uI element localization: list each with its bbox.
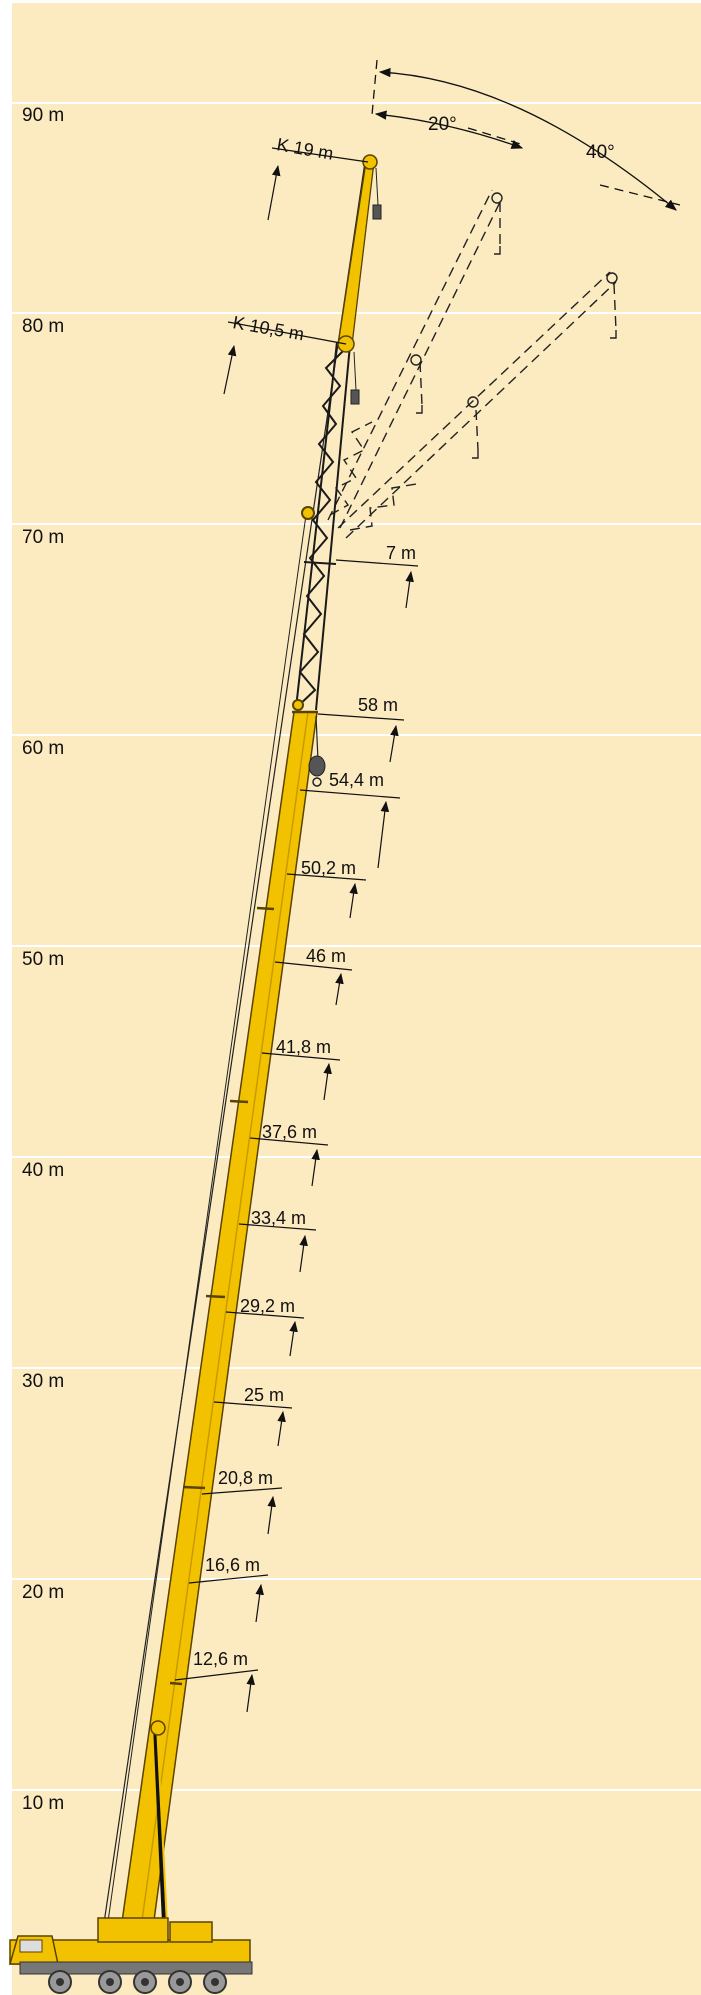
boom-length-label: 29,2 m [240,1296,295,1316]
height-tick-label: 20 m [22,1582,64,1603]
angle-label-40: 40° [586,142,615,163]
height-tick-label: 70 m [22,527,64,548]
guy-cable [103,514,307,1951]
boom-length-label: 16,6 m [205,1555,260,1575]
boom-length-callouts [174,147,419,1713]
boom-length-label: 58 m [358,695,398,715]
height-tick-label: 10 m [22,1793,64,1814]
boom-length-label: 37,6 m [262,1122,317,1142]
height-tick-label: 60 m [22,738,64,759]
crane-carrier [9,1917,253,1994]
height-tick-label: 40 m [22,1160,64,1181]
diagram-background [12,3,701,1995]
boom-length-label: 25 m [244,1385,284,1405]
height-tick-label: 50 m [22,949,64,970]
offset-jib-hooks [410,192,618,459]
offset-jib-positions [327,189,617,539]
height-tick-label: 90 m [22,105,64,126]
boom-length-label: 33,4 m [251,1208,306,1228]
boom-length-label: 12,6 m [193,1649,248,1669]
boom-length-label: 41,8 m [276,1037,331,1057]
stay-cable [99,161,366,1951]
height-tick-label: 80 m [22,316,64,337]
boom-length-label: 50,2 m [301,858,356,878]
boom-length-label: 54,4 m [329,770,384,790]
angle-label-20: 20° [428,114,457,135]
fly-jib [337,154,382,405]
height-tick-label: 30 m [22,1371,64,1392]
telescopic-boom [117,710,326,1951]
lattice-extension-label: 7 m [386,543,416,563]
offset-angle-indicators [371,59,681,211]
lattice-extension [292,341,351,711]
height-axis: 90 m 80 m 70 m 60 m 50 m 40 m 30 m 20 m … [22,105,64,1814]
boom-length-label: 46 m [306,946,346,966]
boom-length-label: 20,8 m [218,1468,273,1488]
